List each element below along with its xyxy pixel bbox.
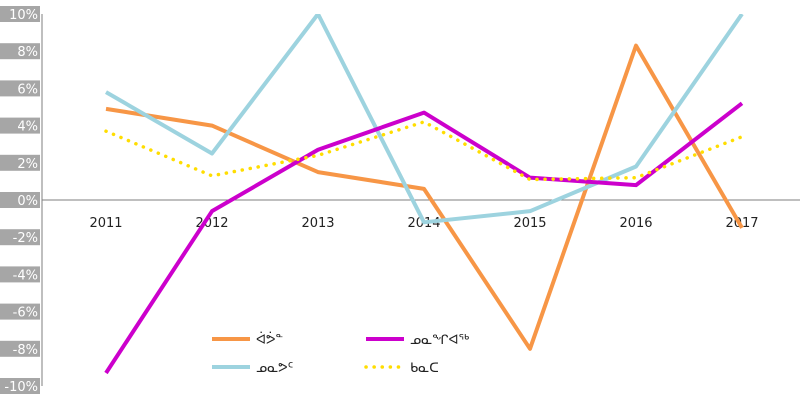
y-tick: -6% — [0, 303, 40, 321]
y-tick-background — [0, 6, 40, 22]
series-line-3 — [104, 101, 744, 375]
y-tick: 8% — [0, 43, 40, 60]
x-tick-label: 2015 — [513, 216, 546, 231]
y-tick-label: -10% — [4, 380, 38, 395]
legend-item: ᓄᓇᕗᑦ — [212, 361, 293, 376]
legend-item: ᓄᓇᖏᐊᖅ — [366, 333, 470, 348]
y-tick-label: 6% — [17, 82, 38, 97]
x-tick-label: 2017 — [725, 216, 758, 231]
y-tick-background — [0, 192, 40, 208]
x-tick-label: 2013 — [301, 216, 334, 231]
series-line-4 — [104, 120, 744, 182]
series-lines — [104, 14, 744, 375]
legend: ᐋᕘᓐ ᓄᓇᕗᑦ ᓄᓇᖏᐊᖅ ᑲᓇᑕ — [212, 331, 470, 376]
y-tick-label: 0% — [17, 194, 38, 209]
y-tick-background — [0, 340, 40, 357]
y-tick-label: 10% — [9, 8, 38, 23]
y-tick-background — [0, 266, 40, 283]
y-tick: 2% — [0, 154, 40, 172]
y-tick-background — [0, 229, 40, 246]
y-tick-background — [0, 154, 40, 171]
y-tick-label: 2% — [17, 157, 38, 172]
legend-label: ᑲᓇᑕ — [410, 361, 439, 376]
y-tick: 4% — [0, 117, 40, 135]
series-line-1 — [105, 43, 744, 351]
y-tick: -8% — [0, 340, 40, 358]
y-tick-label: 4% — [17, 120, 38, 135]
legend-label: ᓄᓇᖏᐊᖅ — [410, 333, 470, 348]
y-tick-label: -2% — [13, 231, 38, 246]
x-tick-label: 2011 — [89, 216, 122, 231]
y-tick-label: -4% — [13, 268, 38, 283]
y-tick-background — [0, 80, 40, 97]
y-tick: -4% — [0, 266, 40, 283]
legend-item: ᐋᕘᓐ — [212, 331, 283, 348]
y-tick: 6% — [0, 80, 40, 97]
legend-label: ᓄᓇᕗᑦ — [256, 361, 293, 376]
y-tick-background — [0, 303, 40, 320]
y-tick: 0% — [0, 192, 40, 209]
y-tick-background — [0, 378, 40, 394]
y-tick-label: -8% — [13, 343, 38, 358]
y-tick-background — [0, 117, 40, 134]
y-tick-label: 8% — [17, 45, 38, 60]
y-axis-ticks: 10% 8% 6% 4% 2% 0% -2% -4% -6% -8% -10% — [0, 6, 40, 395]
y-tick: -10% — [0, 378, 40, 395]
x-tick-label: 2016 — [619, 216, 652, 231]
series-line-2 — [104, 14, 744, 225]
y-tick: 10% — [0, 6, 40, 23]
legend-item: ᑲᓇᑕ — [364, 361, 439, 376]
legend-label: ᐋᕘᓐ — [256, 331, 283, 348]
y-tick-label: -6% — [13, 306, 38, 321]
y-tick-background — [0, 43, 40, 60]
y-tick: -2% — [0, 229, 40, 246]
